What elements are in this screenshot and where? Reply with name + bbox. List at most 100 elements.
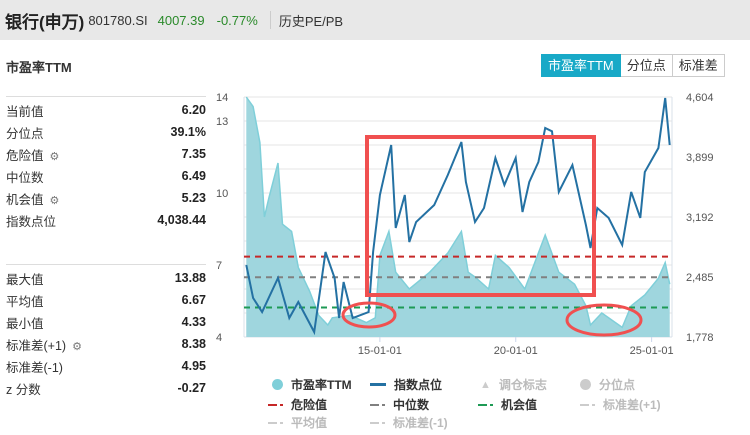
stat-label-wrap: 当前值 <box>6 101 44 120</box>
triangle-icon: ▲ <box>480 378 491 391</box>
y-left-tick-label: 14 <box>216 92 228 104</box>
stat-label: 平均值 <box>6 294 44 309</box>
stat-row: 最小值 4.33 <box>6 311 206 333</box>
stat-label: 分位点 <box>6 126 44 141</box>
highlight-ellipse <box>341 301 397 329</box>
metric-title: 市盈率TTM <box>6 60 72 75</box>
legend-label: 调仓标志 <box>498 378 547 392</box>
pe-line <box>245 96 671 329</box>
stat-value: 5.23 <box>181 191 206 205</box>
legend-item[interactable]: 标准差(+1) <box>580 396 661 413</box>
stat-value: 4.33 <box>181 315 206 329</box>
stat-label: z 分数 <box>6 382 41 397</box>
stat-value: 39.1% <box>170 125 206 139</box>
tab-pe-ttm[interactable]: 市盈率TTM <box>541 54 621 77</box>
y-right-tick-label: 2,485 <box>686 272 714 284</box>
legend-label: 指数点位 <box>394 378 443 392</box>
legend-label: 分位点 <box>599 378 636 392</box>
legend-label: 机会值 <box>501 398 538 412</box>
dash-line-icon <box>478 403 493 406</box>
stat-label-wrap: 危险值 ⚙ <box>6 145 59 164</box>
stat-label-wrap: z 分数 <box>6 379 41 398</box>
stat-value: 4.95 <box>181 359 206 373</box>
legend-item[interactable]: 平均值 <box>268 414 327 431</box>
divider <box>269 11 271 29</box>
legend-item[interactable]: 机会值 <box>478 396 537 413</box>
line-icon <box>370 383 386 386</box>
stat-label-wrap: 最大值 <box>6 269 44 288</box>
legend-item[interactable]: 标准差(-1) <box>370 414 448 431</box>
legend-item[interactable]: 分位点 <box>580 376 635 393</box>
x-tick-label: 15-01-01 <box>358 345 402 357</box>
dash-line-icon <box>268 421 283 424</box>
stat-row: 危险值 ⚙ 7.35 <box>6 143 206 165</box>
circle-icon <box>272 379 283 390</box>
stat-value: 8.38 <box>181 337 206 351</box>
tab-std-dev[interactable]: 标准差 <box>672 54 725 77</box>
circle-icon <box>580 379 591 390</box>
legend-label: 标准差(+1) <box>603 398 661 412</box>
stat-label-wrap: 中位数 <box>6 167 44 186</box>
stat-row: 平均值 6.67 <box>6 289 206 311</box>
gear-icon[interactable]: ⚙ <box>49 194 60 207</box>
stat-label: 最小值 <box>6 316 44 331</box>
y-left-tick-label: 13 <box>216 116 228 128</box>
y-right-tick-label: 3,899 <box>686 152 714 164</box>
stat-label: 标准差(-1) <box>6 360 63 375</box>
legend-item[interactable]: 中位数 <box>370 396 429 413</box>
stat-value: 4,038.44 <box>157 213 206 227</box>
y-right-tick-label: 3,192 <box>686 212 714 224</box>
legend-item[interactable]: 指数点位 <box>370 376 442 393</box>
history-pe-pb-link[interactable]: 历史PE/PB <box>278 13 344 29</box>
y-right-tick-label: 1,778 <box>686 332 714 344</box>
stat-label-wrap: 标准差(-1) <box>6 357 63 376</box>
stat-value: 6.20 <box>181 103 206 117</box>
gear-icon[interactable]: ⚙ <box>72 340 82 353</box>
stat-value: 7.35 <box>181 147 206 161</box>
stats-current: 当前值 6.20 分位点 39.1% 危险值 ⚙ 7.35 中位数 6.49 机会值 ⚙ 5.23 指数… <box>6 96 206 231</box>
stat-label: 机会值 <box>6 192 44 207</box>
legend-label: 中位数 <box>393 398 430 412</box>
dash-line-icon <box>268 403 283 406</box>
y-left-tick-label: 10 <box>216 188 228 200</box>
index-code: 801780.SI <box>88 12 148 28</box>
legend-label: 危险值 <box>291 398 328 412</box>
metric-tabs: 市盈率TTM 分位点 标准差 <box>541 54 725 77</box>
index-price: 4007.39 <box>157 12 205 28</box>
stat-label-wrap: 指数点位 <box>6 211 56 230</box>
header-bar: 银行(申万) 801780.SI 4007.39 -0.77% 历史PE/PB <box>0 0 750 40</box>
stats-summary: 最大值 13.88 平均值 6.67 最小值 4.33 标准差(+1) ⚙ 8.38 标准差(-1… <box>6 264 206 399</box>
dash-line-icon <box>370 403 385 406</box>
index-change: -0.77% <box>216 12 258 28</box>
stat-label: 危险值 <box>6 148 44 163</box>
y-right-tick-label: 4,604 <box>686 92 714 104</box>
dash-line-icon <box>370 421 385 424</box>
stat-label-wrap: 标准差(+1) ⚙ <box>6 335 82 354</box>
stat-row: 分位点 39.1% <box>6 121 206 143</box>
stat-label-wrap: 机会值 ⚙ <box>6 189 59 208</box>
tab-percentile[interactable]: 分位点 <box>620 54 673 77</box>
stat-value: 6.49 <box>181 169 206 183</box>
gear-icon[interactable]: ⚙ <box>49 150 60 163</box>
stat-label: 最大值 <box>6 272 44 287</box>
stat-label: 当前值 <box>6 104 44 119</box>
stat-row: 最大值 13.88 <box>6 267 206 289</box>
stat-label-wrap: 最小值 <box>6 313 44 332</box>
stat-label-wrap: 平均值 <box>6 291 44 310</box>
legend-item[interactable]: 市盈率TTM <box>272 376 352 393</box>
stat-row: z 分数 -0.27 <box>6 377 206 399</box>
stat-row: 标准差(-1) 4.95 <box>6 355 206 377</box>
stat-label: 中位数 <box>6 170 44 185</box>
y-left-tick-label: 7 <box>216 260 222 272</box>
legend-label: 标准差(-1) <box>393 416 448 430</box>
stat-value: 6.67 <box>181 293 206 307</box>
stat-row: 标准差(+1) ⚙ 8.38 <box>6 333 206 355</box>
divider <box>6 96 206 97</box>
stat-row: 当前值 6.20 <box>6 99 206 121</box>
stat-row: 指数点位 4,038.44 <box>6 209 206 231</box>
legend-item[interactable]: 危险值 <box>268 396 327 413</box>
legend-label: 市盈率TTM <box>291 378 352 392</box>
stat-value: -0.27 <box>177 381 207 395</box>
legend-item[interactable]: ▲ 调仓标志 <box>480 376 547 393</box>
